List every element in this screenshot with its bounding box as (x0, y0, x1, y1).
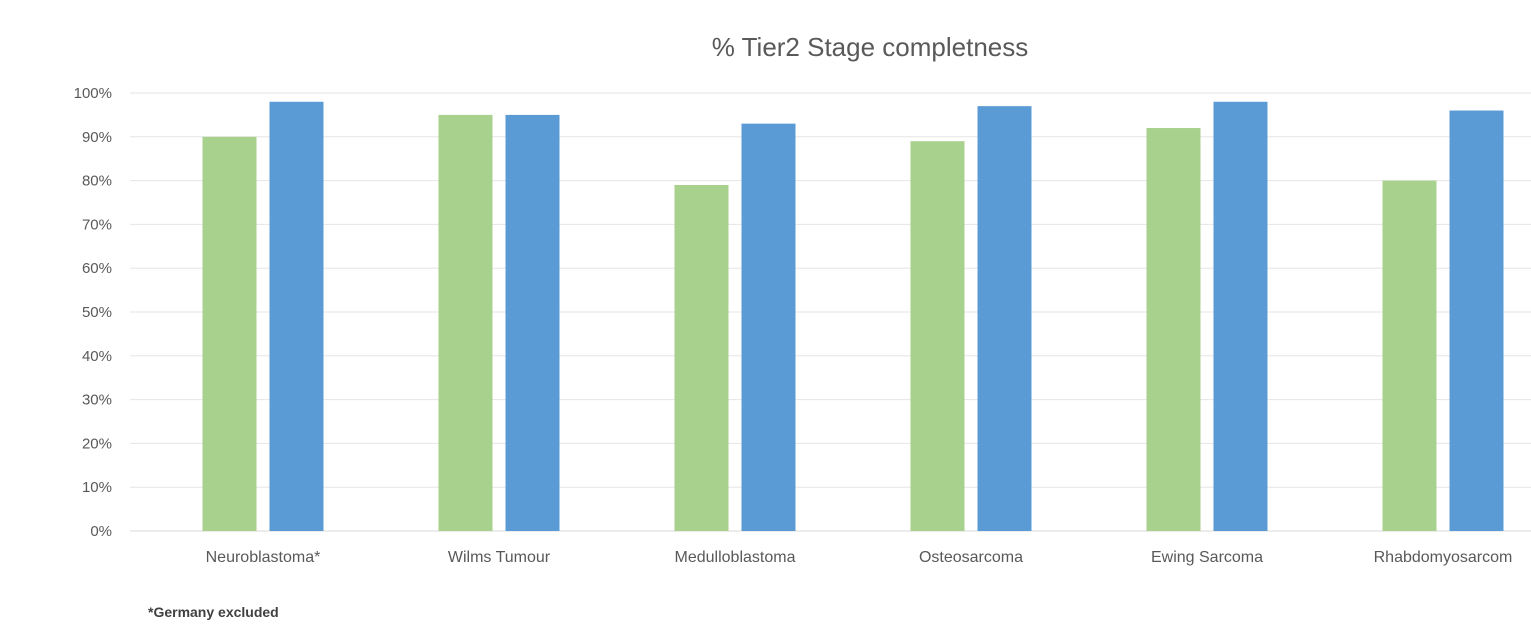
x-tick-label: Wilms Tumour (448, 549, 551, 566)
bar-green-5 (1382, 180, 1437, 531)
y-tick-label: 60% (82, 260, 112, 277)
bar-green-3 (910, 141, 965, 531)
gridlines (130, 92, 1531, 532)
x-tick-label: Rhabdomyosarcom (1374, 549, 1513, 566)
bar-green-2 (674, 184, 729, 532)
x-tick-label: Medulloblastoma (675, 549, 796, 566)
y-tick-label: 40% (82, 348, 112, 365)
y-tick-label: 50% (82, 304, 112, 321)
bar-blue-1 (505, 114, 560, 532)
y-tick-label: 90% (82, 129, 112, 146)
bar-blue-3 (977, 106, 1032, 531)
footnote: *Germany excluded (148, 604, 279, 620)
y-tick-label: 100% (74, 85, 112, 102)
bar-green-0 (202, 136, 257, 532)
bar-blue-2 (741, 123, 796, 531)
bar-blue-5 (1449, 110, 1504, 532)
y-tick-label: 0% (90, 523, 112, 540)
bar-blue-4 (1213, 101, 1268, 531)
y-tick-label: 30% (82, 392, 112, 409)
x-axis-labels: Neuroblastoma* Wilms Tumour Medulloblastom… (206, 549, 1513, 566)
y-tick-label: 80% (82, 173, 112, 190)
bar-green-1 (438, 114, 493, 532)
y-axis-ticks: 0% 10% 20% 30% 40% 50% 60% 70% 80% 90% 100% (74, 85, 112, 540)
y-tick-label: 20% (82, 435, 112, 452)
x-tick-label: Neuroblastoma* (206, 549, 321, 566)
bars (202, 101, 1504, 532)
x-tick-label: Osteosarcoma (919, 549, 1023, 566)
y-tick-label: 10% (82, 479, 112, 496)
bar-green-4 (1146, 128, 1201, 532)
x-tick-label: Ewing Sarcoma (1151, 549, 1263, 566)
y-tick-label: 70% (82, 216, 112, 233)
chart-title: % Tier2 Stage completness (712, 32, 1029, 62)
bar-blue-0 (269, 101, 324, 531)
